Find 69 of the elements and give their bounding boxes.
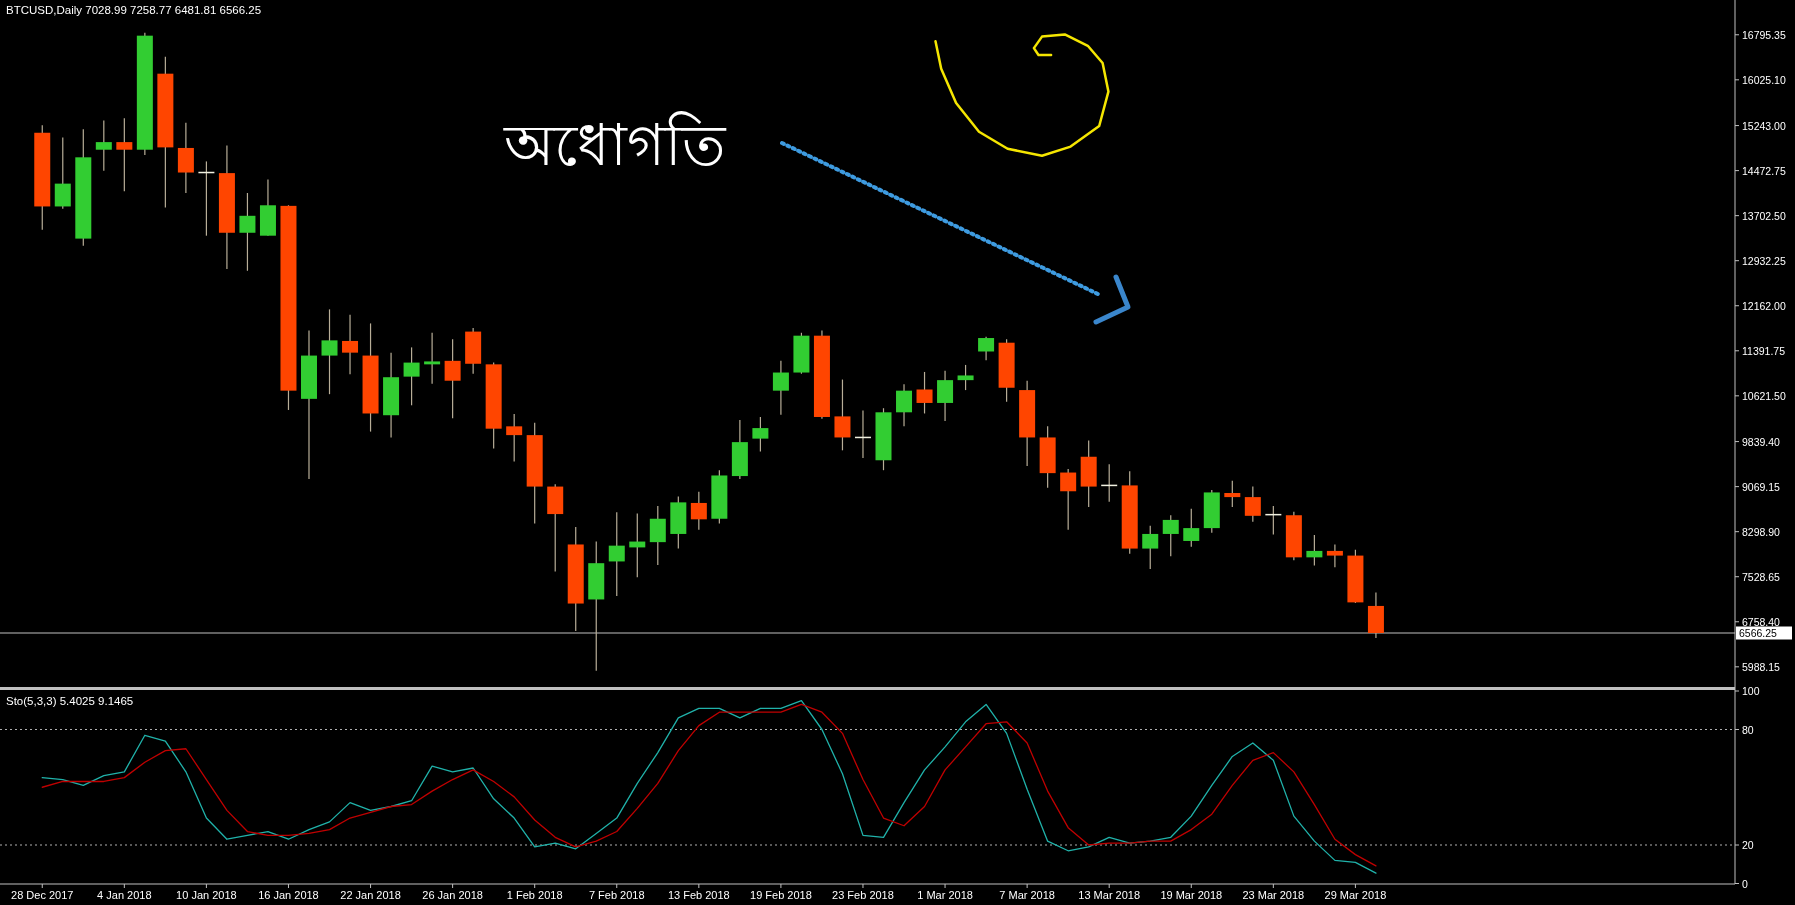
y-tick-label: 6758.40 [1742, 615, 1781, 628]
candlestick [690, 491, 707, 531]
candlestick [321, 308, 338, 395]
candlestick [916, 371, 933, 415]
candlestick [342, 314, 359, 375]
candlestick [95, 119, 112, 172]
candlestick [752, 416, 769, 453]
candlestick [1244, 485, 1261, 523]
candlestick [1224, 480, 1241, 508]
candlestick [403, 346, 420, 406]
y-tick-label: 16025.10 [1742, 73, 1786, 86]
y-tick-label: 14472.75 [1742, 164, 1786, 177]
y-tick-label: 12932.25 [1742, 254, 1786, 267]
y-tick-label: 5988.15 [1742, 660, 1781, 673]
x-tick-label: 7 Mar 2018 [999, 889, 1055, 901]
candlestick [1306, 534, 1323, 567]
x-tick-label: 29 Mar 2018 [1324, 889, 1387, 901]
y-tick-label: 7528.65 [1742, 570, 1781, 583]
y-tick-label: 9069.15 [1742, 480, 1781, 493]
x-tick-label: 26 Jan 2018 [422, 889, 483, 901]
candlestick [772, 360, 789, 416]
y-tick-label: 13702.50 [1742, 209, 1786, 222]
x-tick-label: 19 Mar 2018 [1160, 889, 1223, 901]
candlestick [1142, 525, 1159, 570]
y-tick-label: 11391.75 [1742, 344, 1786, 357]
x-tick-label: 1 Feb 2018 [506, 889, 563, 901]
x-tick-label: 13 Feb 2018 [667, 889, 730, 901]
y-tick-label: 9839.40 [1742, 435, 1781, 448]
x-tick-label: 13 Mar 2018 [1078, 889, 1141, 901]
y-tick-label: 10621.50 [1742, 389, 1786, 402]
y-tick-label: 80 [1742, 723, 1754, 736]
x-tick-label: 23 Mar 2018 [1242, 889, 1305, 901]
ref-line-label: 6566.25 [1739, 627, 1778, 640]
candlestick [54, 136, 71, 210]
candlestick [239, 192, 256, 272]
x-tick-label: 19 Feb 2018 [750, 889, 812, 901]
x-tick-label: 23 Feb 2018 [832, 889, 894, 901]
candlestick [116, 117, 133, 192]
chart-title: BTCUSD,Daily 7028.99 7258.77 6481.81 6566.25 [6, 4, 262, 16]
x-tick-label: 22 Jan 2018 [340, 889, 401, 901]
candlestick [1162, 514, 1179, 557]
y-tick-label: 16795.35 [1742, 28, 1786, 41]
y-tick-label: 8298.90 [1742, 525, 1781, 538]
x-tick-label: 4 Jan 2018 [97, 889, 152, 901]
candlestick [444, 338, 461, 419]
x-tick-label: 16 Jan 2018 [258, 889, 319, 901]
y-tick-label: 0 [1742, 877, 1748, 890]
y-tick-label: 20 [1742, 839, 1754, 851]
candlestick [1183, 508, 1200, 548]
candlestick [896, 383, 913, 427]
candlestick [937, 370, 954, 422]
y-tick-label: 100 [1742, 685, 1760, 697]
candlestick [1060, 468, 1077, 531]
y-tick-label: 12162.00 [1742, 299, 1786, 312]
x-tick-label: 1 Mar 2018 [917, 889, 973, 901]
candlestick [608, 511, 625, 597]
x-tick-label: 7 Feb 2018 [588, 889, 645, 901]
x-tick-label: 28 Dec 2017 [11, 889, 74, 901]
candlestick [978, 336, 995, 361]
x-tick-label: 10 Jan 2018 [176, 889, 237, 901]
candlestick [1326, 543, 1343, 568]
chart-title: Sto(5,3,3) 5.4025 9.1465 [6, 695, 134, 707]
candlestick [649, 505, 666, 566]
candlestick [506, 413, 523, 463]
candlestick [957, 364, 974, 391]
candlestick [424, 332, 441, 385]
annotation: অধোগতি [503, 111, 727, 179]
candlestick [834, 378, 851, 451]
y-tick-label: 15243.00 [1742, 119, 1786, 132]
